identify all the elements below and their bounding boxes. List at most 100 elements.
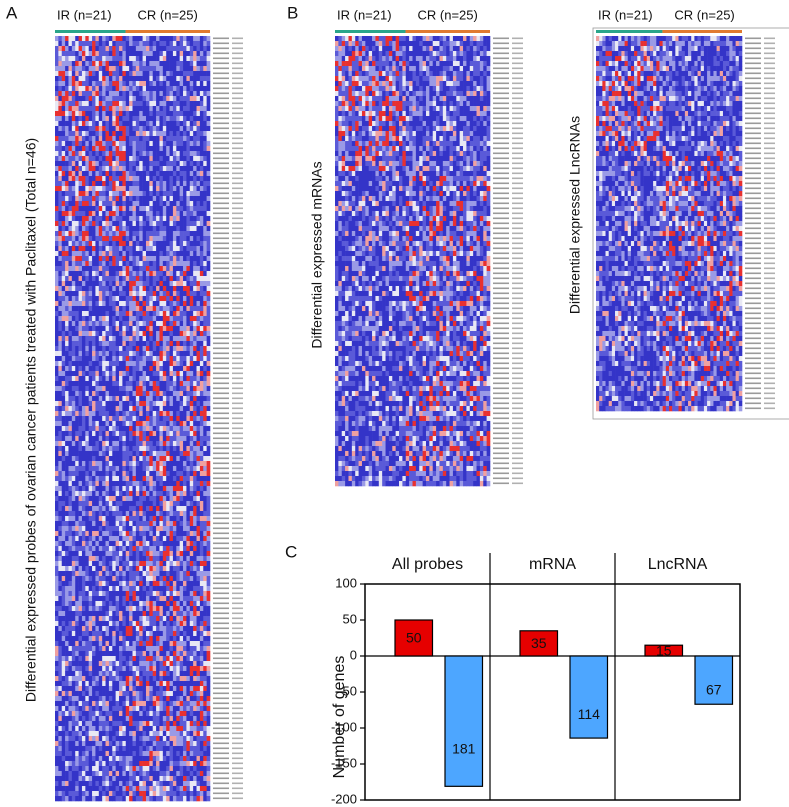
heatmap-cell [152,56,157,62]
heatmap-cell [142,126,147,132]
heatmap-cell [203,161,207,167]
heatmap-cell [159,256,164,262]
heatmap-cell [142,446,147,452]
heatmap-cell [122,306,127,312]
heatmap-cell [95,131,100,137]
heatmap-cell [162,96,167,102]
heatmap-cell [65,46,69,52]
heatmap-cell [183,281,187,287]
heatmap-cell [156,226,160,232]
heatmap-cell [81,361,86,367]
heatmap-cell [122,161,127,167]
heatmap-cell [142,551,147,557]
heatmap-cell [88,186,93,192]
heatmap-cell [199,246,204,252]
heatmap-cell [176,411,180,417]
heatmap-cell [68,166,73,172]
heatmap-cell [179,416,184,422]
heatmap-cell [176,81,180,87]
heatmap-cell [119,141,123,147]
heatmap-cell [135,126,140,132]
heatmap-cell [145,101,150,107]
heatmap-cell [125,521,130,527]
heatmap-cell [132,501,137,507]
heatmap-cell [98,271,103,277]
heatmap-cell [112,146,116,152]
heatmap-cell [85,241,89,247]
heatmap-cell [115,126,120,132]
heatmap-cell [169,216,174,222]
heatmap-cell [159,96,164,102]
heatmap-cell [105,391,110,397]
heatmap-cell [102,481,106,487]
heatmap-cell [186,296,191,302]
row-label-line [213,377,229,380]
heatmap-cell [203,376,207,382]
heatmap-cell [179,461,184,467]
heatmap-cell [119,381,123,387]
heatmap-cell [152,86,157,92]
heatmap-cell [203,166,207,172]
heatmap-cell [152,131,157,137]
heatmap-cell [85,386,89,392]
heatmap-cell [75,461,79,467]
row-label-line [213,257,229,260]
heatmap-cell [132,191,137,197]
heatmap-cell [81,301,86,307]
heatmap-cell [159,321,164,327]
heatmap-cell [159,71,164,77]
heatmap-cell [179,161,184,167]
heatmap-cell [199,431,204,437]
heatmap-cell [159,316,164,322]
heatmap-cell [65,131,69,137]
heatmap-cell [129,301,133,307]
heatmap-cell [152,226,157,232]
heatmap-cell [135,321,140,327]
heatmap-cell [71,111,76,117]
row-label-line [232,507,243,510]
heatmap-cell [135,481,140,487]
heatmap-cell [196,531,201,537]
heatmap-cell [145,511,150,517]
heatmap-cell [108,421,113,427]
heatmap-cell [129,276,133,282]
heatmap-cell [176,386,180,392]
heatmap-cell [105,546,110,552]
row-label-line [213,542,229,545]
heatmap-cell [206,61,211,67]
heatmap-cell [95,366,100,372]
heatmap-cell [65,176,69,182]
heatmap-cell [145,46,150,52]
heatmap-cell [88,66,93,72]
row-label-line [232,307,243,310]
heatmap-cell [159,46,164,52]
heatmap-cell [108,61,113,67]
heatmap-cell [65,221,69,227]
panel-letter: A [6,3,18,22]
heatmap-cell [183,546,187,552]
heatmap-cell [122,46,127,52]
heatmap-cell [159,531,164,537]
heatmap-cell [206,161,211,167]
heatmap-cell [176,236,180,242]
heatmap-cell [129,121,133,127]
heatmap-cell [159,341,164,347]
heatmap-cell [68,266,73,272]
heatmap-cell [71,206,76,212]
heatmap-cell [193,386,197,392]
heatmap-cell [139,91,143,97]
row-label-line [232,287,243,290]
heatmap-cell [176,476,180,482]
heatmap-cell [65,151,69,157]
heatmap-cell [162,546,167,552]
heatmap-cell [206,256,211,262]
heatmap-cell [166,546,170,552]
heatmap-cell [125,61,130,67]
heatmap-cell [129,166,133,172]
heatmap-cell [179,506,184,512]
heatmap-cell [145,341,150,347]
heatmap-cell [183,356,187,362]
heatmap-cell [122,166,127,172]
heatmap-cell [145,321,150,327]
heatmap-cell [189,296,194,302]
